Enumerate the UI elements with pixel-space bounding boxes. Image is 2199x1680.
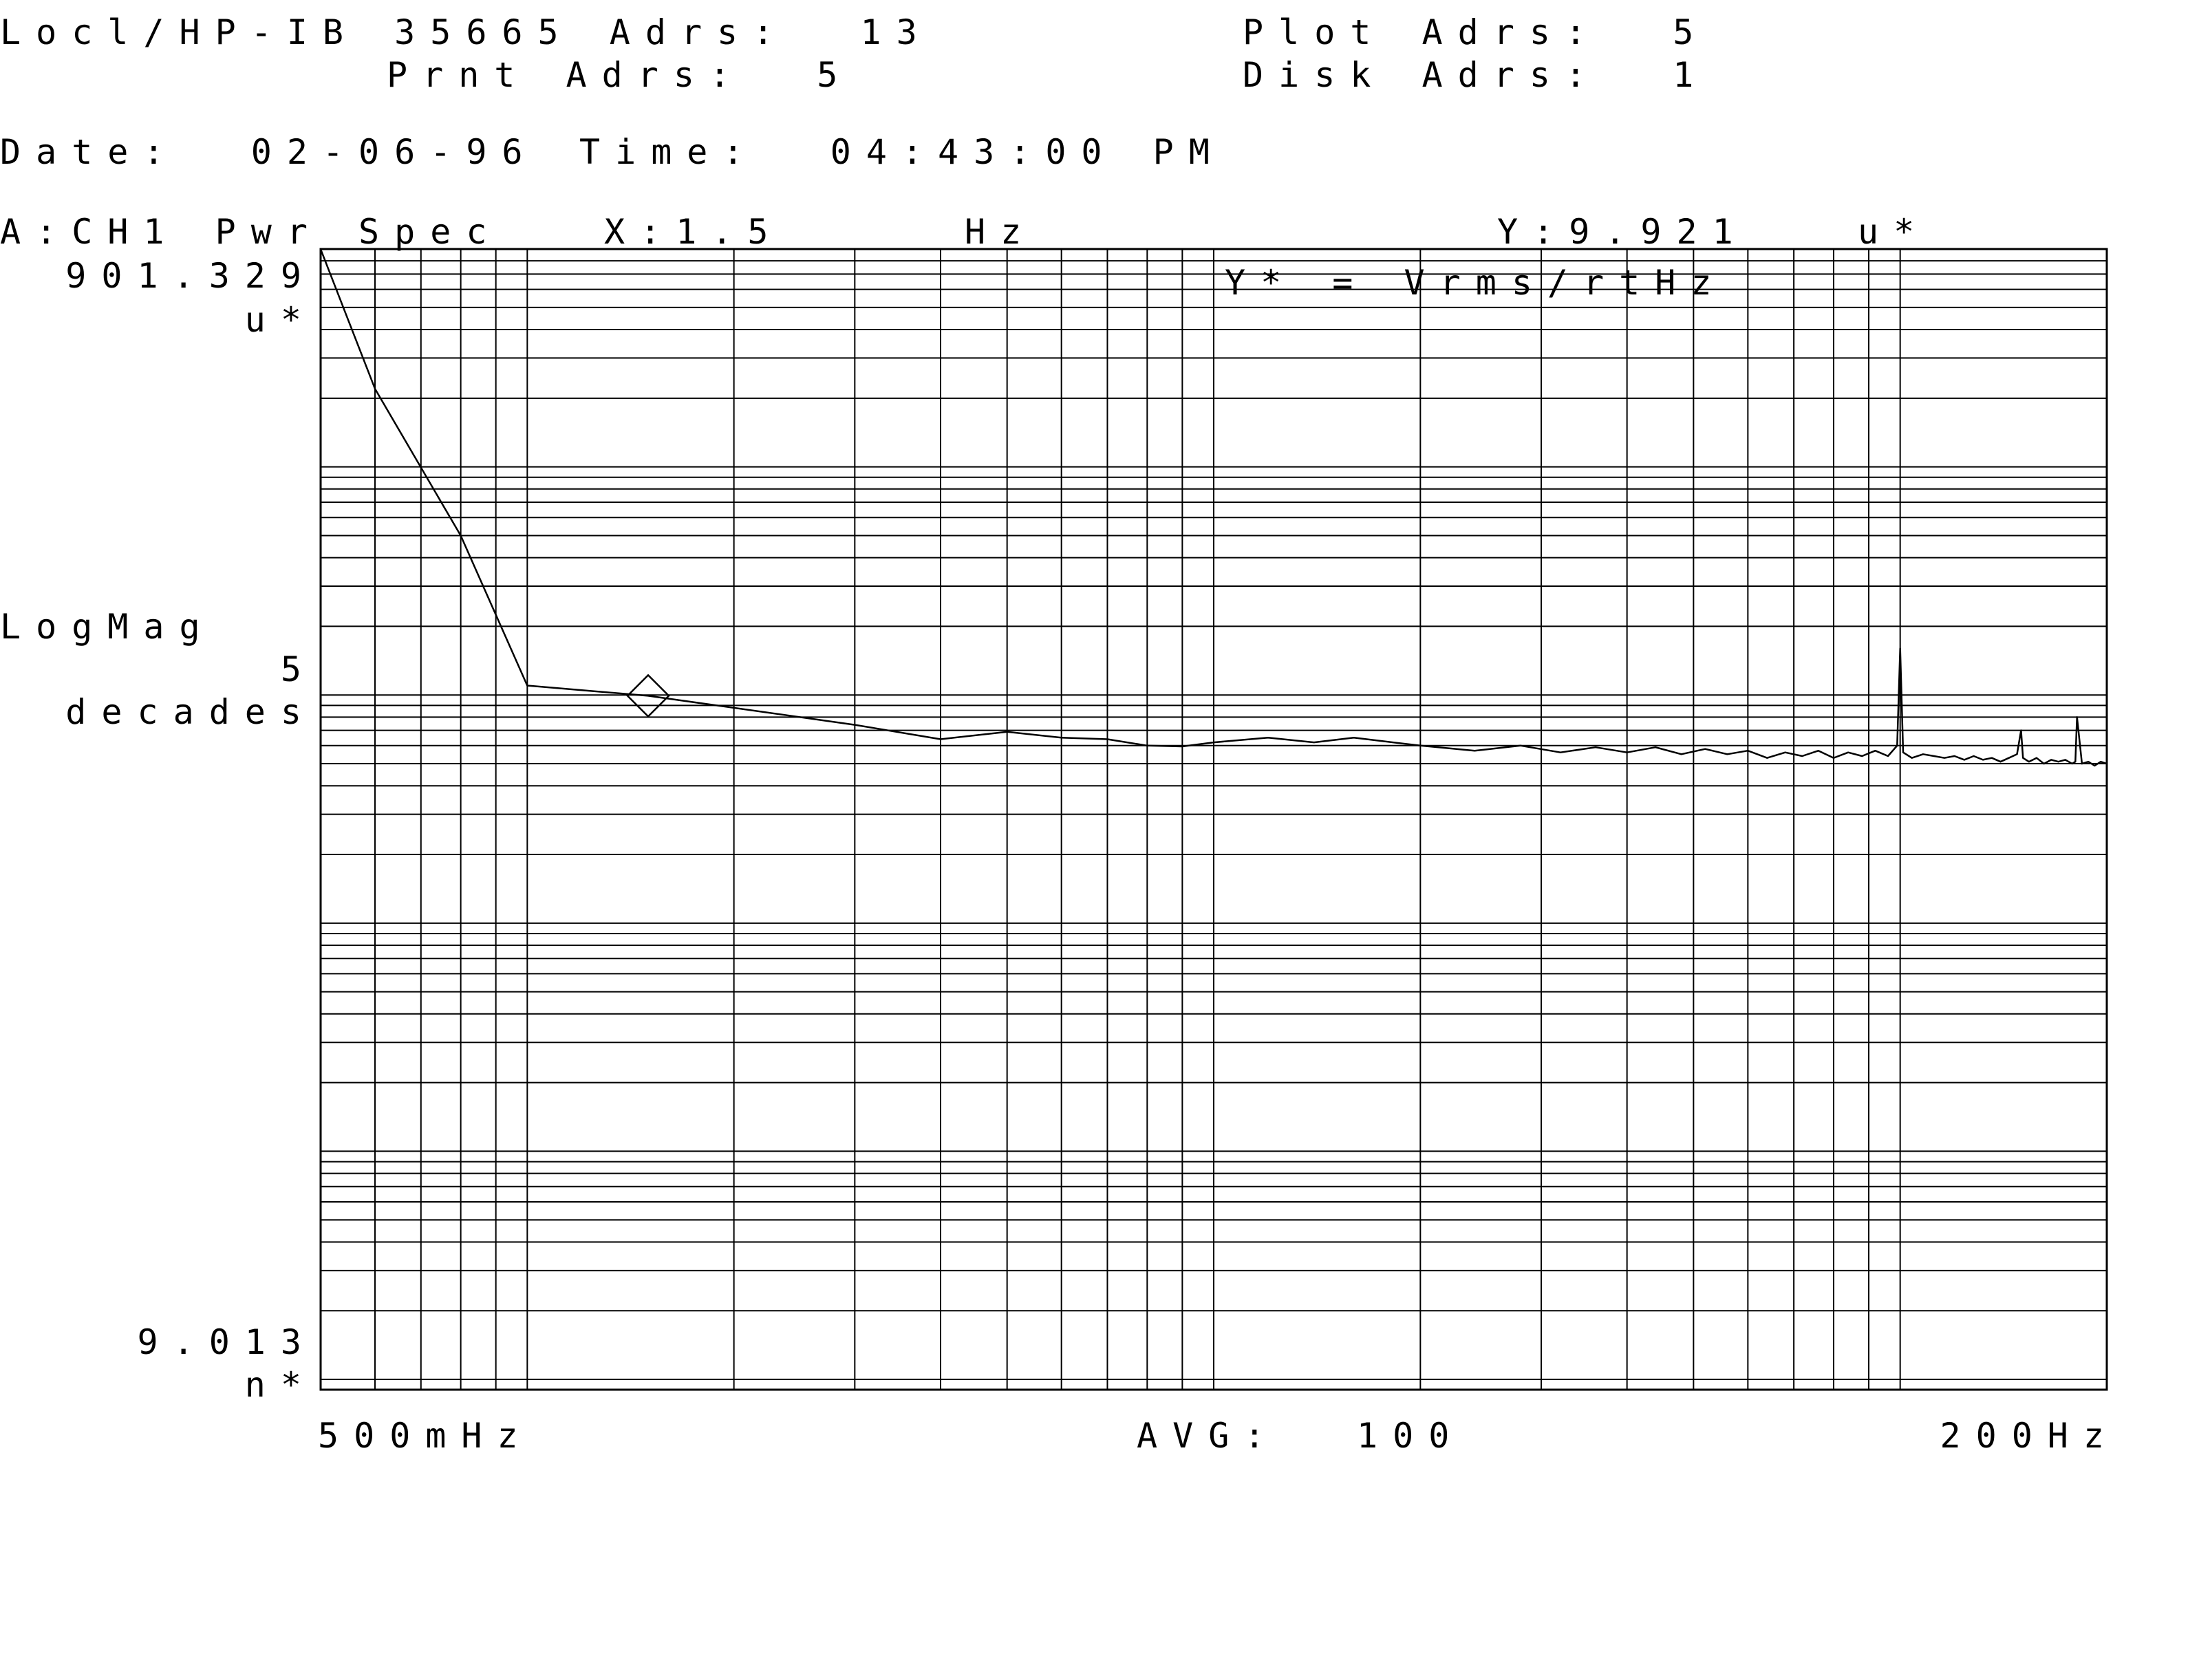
- plotter-address-label: Plot Adrs: 5: [1243, 12, 1709, 52]
- units-note: Y* = Vrms/rtHz: [1225, 263, 1726, 303]
- plot-grid: [321, 248, 2107, 1390]
- interface-address-label: Locl/HP-IB 35665 Adrs: 13: [0, 12, 932, 52]
- y-axis-decades-label: decades: [65, 692, 317, 732]
- avg-label: AVG:: [1137, 1416, 1280, 1456]
- marker-layer: [626, 674, 670, 718]
- time-label: Time: 04:43:00 PM: [579, 132, 1225, 172]
- y-axis-decades-value: 5: [280, 649, 317, 689]
- plot-frame: [319, 248, 2108, 1391]
- date-label: Date: 02-06-96: [0, 132, 538, 172]
- x-axis-start-label: 500mHz: [318, 1416, 533, 1456]
- y-axis-top-value: 901.329: [65, 256, 317, 296]
- x-axis-stop-label: 200Hz: [1940, 1416, 2119, 1456]
- marker-x-readout: X:1.5: [604, 212, 784, 252]
- y-axis-scale-label: LogMag: [0, 607, 215, 647]
- marker-diamond: [626, 674, 670, 718]
- avg-value: 100: [1357, 1416, 1465, 1456]
- y-axis-bottom-value: 9.013: [137, 1322, 317, 1362]
- trace-label: A:CH1 Pwr Spec: [0, 212, 502, 252]
- trace-layer: [319, 248, 2107, 767]
- marker-y-unit: u*: [1858, 212, 1930, 252]
- printer-address-label: Prnt Adrs: 5: [387, 55, 853, 95]
- spectrum-trace: [319, 248, 2107, 767]
- marker-x-unit: Hz: [965, 212, 1037, 252]
- disk-address-label: Disk Adrs: 1: [1243, 55, 1709, 95]
- y-axis-bottom-unit: n*: [244, 1365, 317, 1405]
- marker-y-readout: Y:9.921: [1497, 212, 1748, 252]
- y-axis-top-unit: u*: [244, 300, 317, 340]
